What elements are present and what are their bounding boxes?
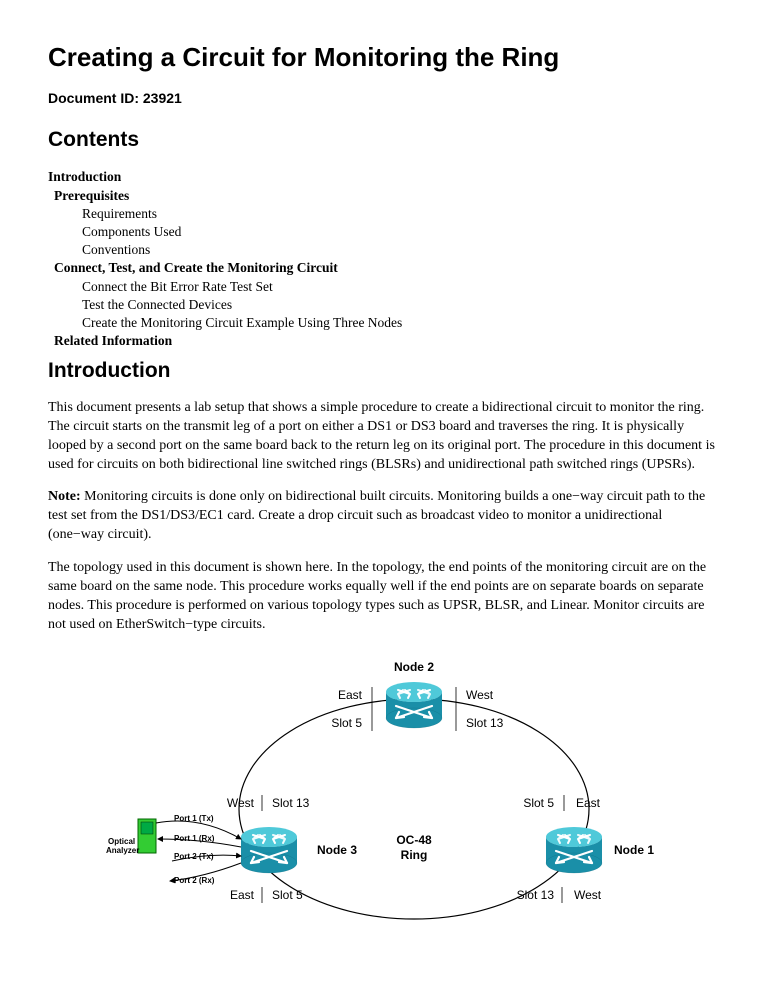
analyzer-label-2: Analyzer [106,846,139,855]
document-id: Document ID: 23921 [48,89,720,108]
port-label: Port 2 (Tx) [174,852,214,861]
introduction-heading: Introduction [48,357,720,385]
toc-item[interactable]: Requirements [82,205,720,223]
toc-item[interactable]: Conventions [82,241,720,259]
intro-paragraph-note: Note: Monitoring circuits is done only o… [48,488,720,545]
east-label: East [230,888,255,902]
intro-paragraph-1: This document presents a lab setup that … [48,399,720,475]
toc-item[interactable]: Related Information [54,332,720,350]
toc-item[interactable]: Prerequisites [54,187,720,205]
west-label: West [227,796,255,810]
port-label: Port 2 (Rx) [174,876,215,885]
node3-label: Node 3 [317,843,357,857]
node1-label: Node 1 [614,843,654,857]
intro-paragraph-3: The topology used in this document is sh… [48,559,720,635]
table-of-contents: Introduction Prerequisites Requirements … [48,168,720,350]
east-label: East [338,688,363,702]
note-label: Note: [48,489,81,504]
slot5-label: Slot 5 [331,716,362,730]
toc-item[interactable]: Components Used [82,223,720,241]
ring-label-line2: Ring [401,848,428,862]
slot13-label: Slot 13 [517,888,555,902]
toc-item[interactable]: Create the Monitoring Circuit Example Us… [82,314,720,332]
node2-label: Node 2 [394,660,434,674]
contents-heading: Contents [48,126,720,154]
west-label: West [574,888,602,902]
ring-label-line1: OC-48 [396,833,432,847]
router-icon [241,827,297,873]
slot5-label: Slot 5 [523,796,554,810]
analyzer-label-1: Optical [108,837,135,846]
page-title: Creating a Circuit for Monitoring the Ri… [48,40,720,75]
note-text: Monitoring circuits is done only on bidi… [48,489,705,542]
port-label: Port 1 (Tx) [174,814,214,823]
toc-item[interactable]: Test the Connected Devices [82,296,720,314]
port-label: Port 1 (Rx) [174,834,215,843]
router-icon [386,682,442,728]
west-label: West [466,688,494,702]
slot13-label: Slot 13 [272,796,310,810]
router-icon [546,827,602,873]
east-label: East [576,796,601,810]
slot13-label: Slot 13 [466,716,504,730]
toc-item[interactable]: Connect, Test, and Create the Monitoring… [54,259,720,277]
toc-item[interactable]: Connect the Bit Error Rate Test Set [82,278,720,296]
toc-item[interactable]: Introduction [48,168,720,186]
slot5-label: Slot 5 [272,888,303,902]
topology-diagram: Node 2 East West Slot 5 Slot 13 Node 1 S… [104,649,664,956]
